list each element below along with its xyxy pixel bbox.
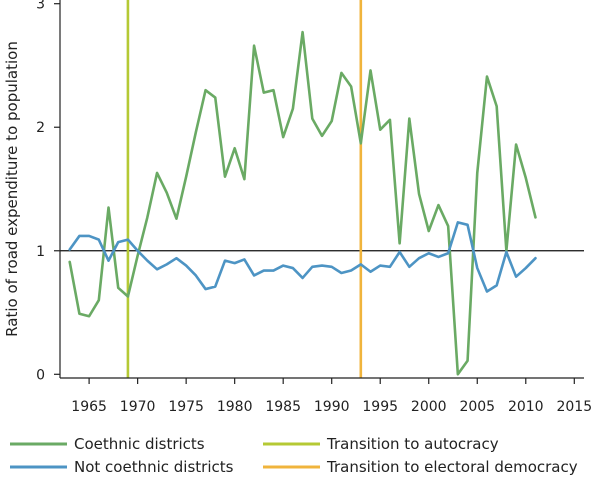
x-tick-label: 1970 bbox=[120, 399, 156, 415]
y-tick-label: 2 bbox=[36, 120, 45, 136]
legend-item-not-coethnic: Not coethnic districts bbox=[10, 458, 234, 476]
y-axis-title: Ratio of road expenditure to population bbox=[3, 41, 21, 337]
legend: Coethnic districts Not coethnic districts… bbox=[10, 435, 578, 476]
legend-item-coethnic: Coethnic districts bbox=[10, 435, 205, 453]
legend-item-autocracy: Transition to autocracy bbox=[263, 435, 499, 453]
x-tick-label: 1980 bbox=[217, 399, 253, 415]
x-tick-label: 2010 bbox=[508, 399, 544, 415]
x-tick-label: 1985 bbox=[265, 399, 301, 415]
x-tick-label: 2015 bbox=[556, 399, 592, 415]
x-tick-label: 2005 bbox=[459, 399, 495, 415]
series-line-not-coethnic bbox=[68, 221, 537, 293]
legend-label: Not coethnic districts bbox=[74, 458, 234, 476]
legend-label: Transition to autocracy bbox=[326, 435, 499, 453]
y-tick-label: 3 bbox=[36, 0, 45, 13]
x-tick-label: 1990 bbox=[314, 399, 350, 415]
y-tick-label: 0 bbox=[36, 367, 45, 383]
x-tick-label: 1965 bbox=[71, 399, 107, 415]
x-tick-label: 2000 bbox=[411, 399, 447, 415]
x-tick-label: 1995 bbox=[362, 399, 398, 415]
x-tick-label: 1975 bbox=[168, 399, 204, 415]
plot-area bbox=[60, 0, 584, 378]
y-tick-label: 1 bbox=[36, 244, 45, 260]
legend-label: Coethnic districts bbox=[74, 435, 205, 453]
legend-label: Transition to electoral democracy bbox=[326, 458, 578, 476]
legend-item-electoral-democracy: Transition to electoral democracy bbox=[263, 458, 578, 476]
series-line-coethnic bbox=[68, 30, 537, 376]
axes: 1965 1970 1975 1980 1985 1990 1995 2000 2005 2010… bbox=[36, 0, 592, 415]
